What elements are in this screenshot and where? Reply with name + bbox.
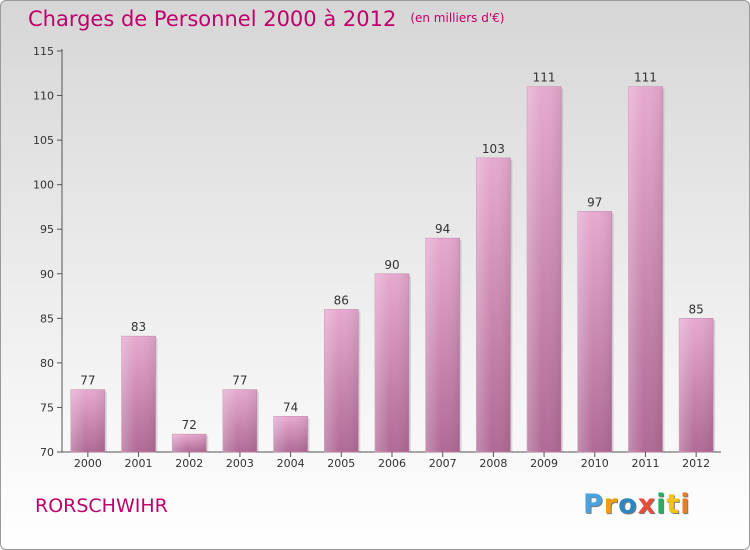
bar-highlight [679, 318, 714, 452]
chart-title-text: Charges de Personnel 2000 à 2012 [28, 7, 397, 31]
x-tick-label: 2003 [226, 457, 254, 470]
bar-value-label: 86 [334, 293, 349, 307]
y-tick-label: 105 [33, 134, 54, 147]
chart-unit: (en milliers d'€) [410, 11, 505, 25]
logo-letter: t [666, 489, 681, 520]
x-tick-label: 2001 [125, 457, 153, 470]
x-tick-label: 2010 [581, 457, 609, 470]
y-tick-label: 90 [40, 268, 54, 281]
y-tick-label: 115 [33, 45, 54, 58]
bar-highlight [375, 273, 409, 452]
logo-letter: P [583, 489, 604, 520]
bar-value-label: 77 [80, 374, 95, 388]
y-tick-label: 95 [40, 223, 54, 236]
x-tick-label: 2007 [429, 457, 457, 470]
logo-letter: r [603, 489, 619, 520]
bar-highlight [577, 211, 612, 452]
bar-highlight [222, 389, 257, 452]
logo-letter: i [680, 489, 691, 520]
bar-value-label: 72 [182, 418, 197, 432]
proxiti-logo: Proxiti [583, 489, 691, 520]
x-tick-label: 2011 [631, 457, 659, 470]
bar-value-label: 103 [482, 142, 505, 156]
bar-value-label: 85 [689, 302, 704, 316]
commune-name: RORSCHWIHR [35, 495, 168, 517]
x-tick-label: 2006 [378, 457, 406, 470]
y-tick-label: 75 [40, 401, 54, 414]
chart-title: Charges de Personnel 2000 à 2012 (en mill… [28, 7, 504, 31]
x-tick-label: 2009 [530, 457, 558, 470]
bar-highlight [527, 86, 562, 453]
y-tick-label: 85 [40, 312, 54, 325]
bar-value-label: 97 [587, 195, 602, 209]
bar-highlight [324, 309, 359, 452]
bar-highlight [70, 389, 105, 452]
bar-value-label: 111 [634, 71, 657, 85]
bar-value-label: 94 [435, 222, 450, 236]
x-tick-label: 2000 [74, 457, 102, 470]
logo-letter: o [618, 489, 638, 520]
bar-value-label: 111 [533, 71, 556, 85]
logo-letter: x [637, 489, 657, 520]
x-tick-label: 2002 [175, 457, 203, 470]
bar-value-label: 90 [384, 258, 399, 272]
x-tick-label: 2004 [277, 457, 305, 470]
bar-highlight [121, 336, 156, 452]
bar-value-label: 83 [131, 320, 146, 334]
bar-value-label: 74 [283, 400, 298, 414]
bar-highlight [425, 238, 460, 452]
x-tick-label: 2008 [479, 457, 507, 470]
x-tick-label: 2005 [327, 457, 355, 470]
y-tick-label: 110 [33, 90, 54, 103]
bar-highlight [476, 157, 511, 452]
y-tick-label: 80 [40, 357, 54, 370]
bar-highlight [273, 416, 308, 452]
y-tick-label: 70 [40, 446, 54, 459]
logo-letter: i [656, 489, 667, 520]
bar-highlight [172, 434, 207, 452]
x-tick-label: 2012 [682, 457, 710, 470]
bar-highlight [628, 86, 663, 453]
bar-value-label: 77 [232, 374, 247, 388]
y-tick-label: 100 [33, 179, 54, 192]
